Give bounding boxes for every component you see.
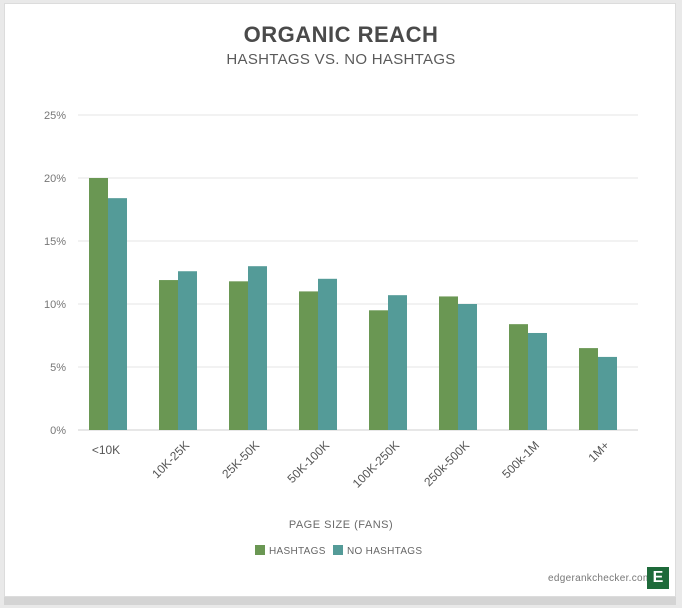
- bars: [89, 178, 617, 430]
- bar-hashtags-3: [299, 291, 318, 430]
- bar-no-hashtags-5: [458, 304, 477, 430]
- bar-hashtags-6: [509, 324, 528, 430]
- x-axis-label: PAGE SIZE (FANS): [289, 519, 393, 531]
- bar-hashtags-2: [229, 281, 248, 430]
- x-tick-label: 50K-100K: [284, 438, 332, 486]
- bar-hashtags-5: [439, 296, 458, 430]
- y-tick-label: 10%: [44, 299, 66, 311]
- x-axis-tick-labels: <10K 10K-25K 25K-50K 50K-100K 100K-250K 250k-…: [92, 438, 612, 490]
- bar-no-hashtags-0: [108, 198, 127, 430]
- brand-text[interactable]: edgerankchecker.com: [548, 573, 652, 584]
- legend-swatch-1: [333, 545, 343, 555]
- x-tick-label: 25K-50K: [219, 438, 262, 481]
- x-tick-label: 10K-25K: [149, 438, 192, 481]
- bar-no-hashtags-2: [248, 266, 267, 430]
- y-tick-label: 5%: [50, 362, 66, 374]
- bar-no-hashtags-3: [318, 278, 337, 430]
- chart-subtitle: HASHTAGS VS. NO HASHTAGS: [226, 51, 456, 68]
- bar-no-hashtags-4: [388, 295, 407, 430]
- chart-title: ORGANIC REACH: [243, 22, 439, 47]
- y-axis-tick-labels: 0% 5% 10% 15% 20% 25%: [44, 110, 66, 437]
- brand-logo[interactable]: E: [647, 567, 669, 589]
- bar-no-hashtags-1: [178, 271, 197, 430]
- x-tick-label: <10K: [92, 443, 120, 457]
- bar-no-hashtags-6: [528, 332, 547, 430]
- y-tick-label: 0%: [50, 425, 66, 437]
- legend-label-1: NO HASHTAGS: [347, 546, 422, 557]
- legend-swatch-0: [255, 545, 265, 555]
- legend: HASHTAGS NO HASHTAGS: [255, 545, 422, 557]
- x-tick-label: 250k-500K: [421, 438, 472, 489]
- legend-label-0: HASHTAGS: [269, 546, 326, 557]
- y-tick-label: 20%: [44, 173, 66, 185]
- card-shadow: [4, 597, 676, 605]
- bar-no-hashtags-7: [598, 356, 617, 430]
- bar-hashtags-0: [89, 178, 108, 430]
- y-tick-label: 15%: [44, 236, 66, 248]
- x-tick-label: 500k-1M: [499, 438, 542, 481]
- bar-hashtags-7: [579, 348, 598, 430]
- y-tick-label: 25%: [44, 110, 66, 122]
- bar-hashtags-1: [159, 280, 178, 430]
- x-tick-label: 100K-250K: [350, 438, 402, 490]
- x-tick-label: 1M+: [585, 438, 612, 465]
- bar-hashtags-4: [369, 310, 388, 430]
